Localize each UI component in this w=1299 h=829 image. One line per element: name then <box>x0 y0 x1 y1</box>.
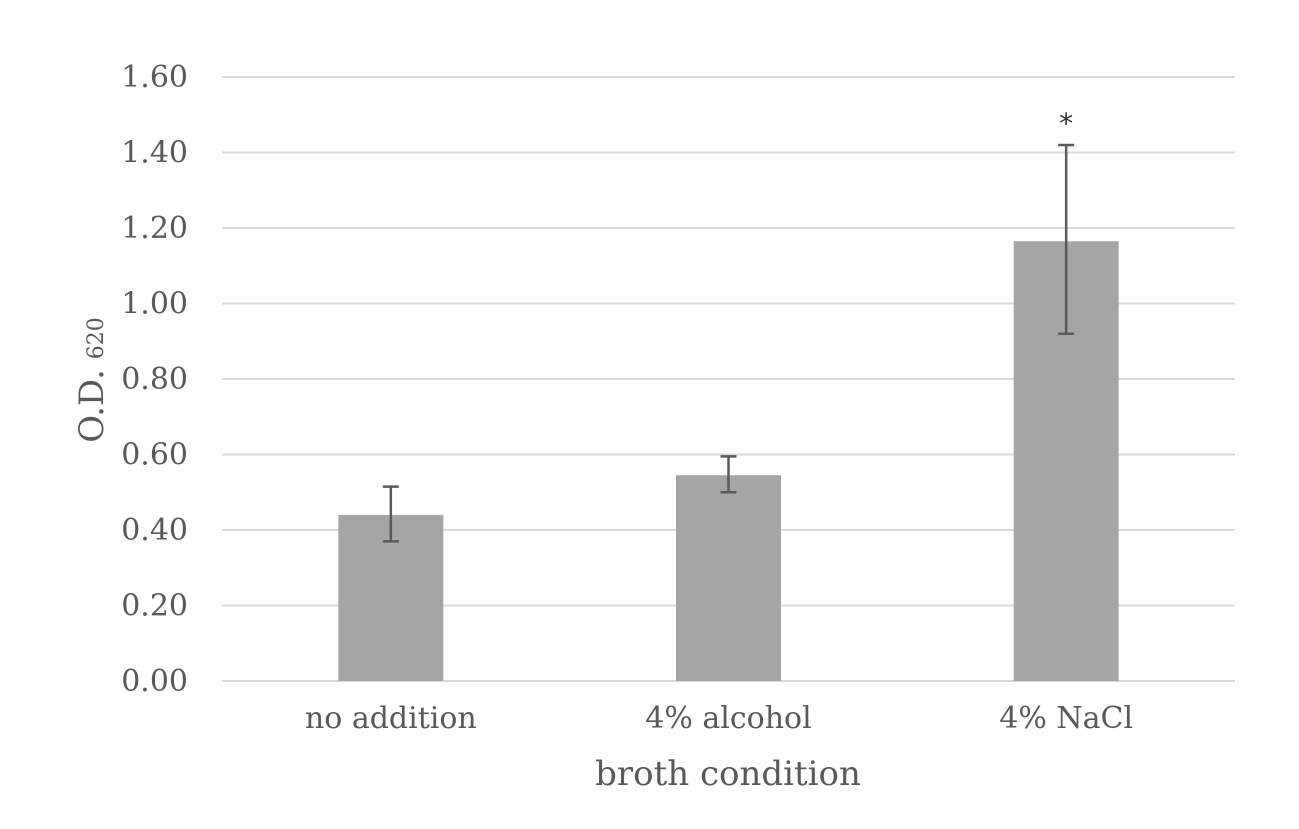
annotations: * <box>1059 107 1073 140</box>
y-tick-label: 0.40 <box>121 513 188 548</box>
x-tick-label: no addition <box>305 701 477 736</box>
bar <box>338 514 444 681</box>
y-tick-label: 0.20 <box>121 589 188 624</box>
error-bars <box>382 143 1075 543</box>
error-bar <box>1058 143 1075 335</box>
y-tick-label: 1.60 <box>121 60 188 95</box>
x-axis-title: broth condition <box>595 754 861 794</box>
y-tick-label: 1.00 <box>121 287 188 322</box>
y-tick-label: 1.40 <box>121 136 188 171</box>
significance-marker: * <box>1059 107 1073 140</box>
bar <box>676 475 781 681</box>
x-tick-label: 4% alcohol <box>645 701 811 736</box>
y-tick-label: 0.00 <box>121 664 188 699</box>
y-tick-label: 0.60 <box>121 438 188 473</box>
y-tick-labels: 0.00 0.20 0.40 0.60 0.80 1.00 1.20 1.40 1.60 <box>121 60 188 699</box>
error-bar <box>720 455 737 494</box>
y-axis-title-subscript: 620 <box>84 317 109 359</box>
y-axis-title-main: O.D. <box>72 369 112 443</box>
y-tick-label: 1.20 <box>121 211 188 246</box>
y-tick-label: 0.80 <box>121 362 188 397</box>
x-tick-label: 4% NaCl <box>999 701 1133 736</box>
y-axis-title: O.D. 620 <box>72 317 112 443</box>
x-tick-labels: no addition 4% alcohol 4% NaCl <box>305 701 1133 736</box>
bars <box>338 241 1119 681</box>
error-bar <box>382 485 399 543</box>
